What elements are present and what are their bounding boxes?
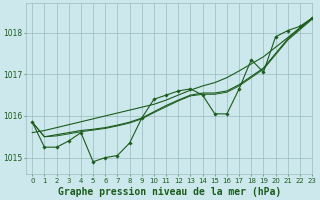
X-axis label: Graphe pression niveau de la mer (hPa): Graphe pression niveau de la mer (hPa) bbox=[58, 186, 281, 197]
